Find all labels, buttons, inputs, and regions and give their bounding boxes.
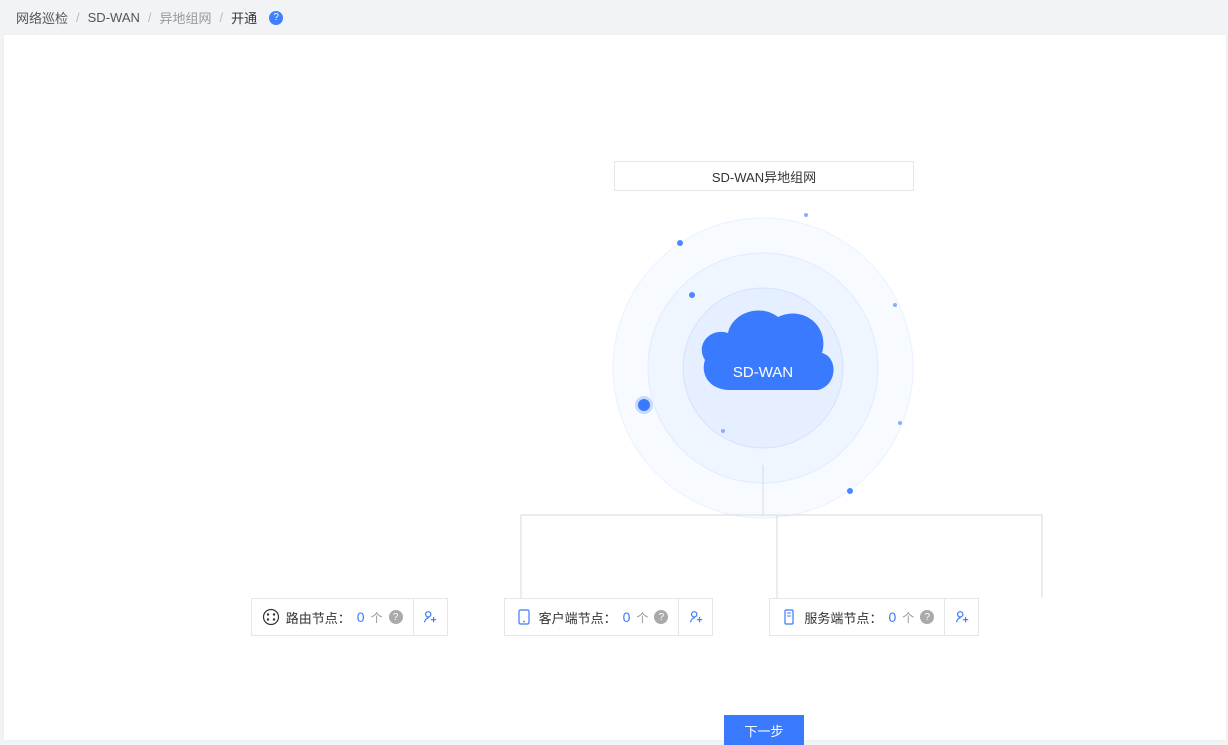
cloud-label: SD-WAN — [733, 364, 793, 381]
breadcrumb-item[interactable]: 异地组网 — [160, 8, 212, 27]
node-box-client: 客户端节点： 0 个 ? — [504, 598, 714, 636]
node-count: 0 — [357, 609, 365, 625]
node-unit: 个 — [371, 609, 383, 626]
breadcrumb: 网络巡检 / SD-WAN / 异地组网 / 开通 ? — [0, 0, 1228, 35]
help-icon[interactable]: ? — [269, 11, 283, 25]
next-button[interactable]: 下一步 — [724, 715, 804, 745]
node-unit: 个 — [636, 609, 648, 626]
breadcrumb-item[interactable]: 网络巡检 — [16, 8, 68, 27]
node-label: 路由节点： — [286, 608, 351, 627]
node-box-router: 路由节点： 0 个 ? — [251, 598, 448, 636]
server-icon — [780, 608, 798, 626]
client-icon — [515, 608, 533, 626]
node-count: 0 — [623, 609, 631, 625]
breadcrumb-separator: / — [76, 10, 80, 25]
add-node-button[interactable] — [413, 599, 447, 635]
title-box: SD-WAN异地组网 — [614, 161, 914, 191]
add-node-button[interactable] — [944, 599, 978, 635]
main-panel: SD-WAN异地组网 SD-WAN — [4, 35, 1226, 740]
node-count: 0 — [888, 609, 896, 625]
breadcrumb-separator: / — [148, 10, 152, 25]
add-node-button[interactable] — [678, 599, 712, 635]
nodes-row: 路由节点： 0 个 ? 客户端节点： 0 个 ? — [4, 598, 1226, 636]
breadcrumb-item[interactable]: SD-WAN — [88, 10, 140, 25]
cloud-graphic: SD-WAN — [600, 205, 926, 531]
node-label: 客户端节点： — [539, 608, 617, 627]
question-icon[interactable]: ? — [654, 610, 668, 624]
node-box-server: 服务端节点： 0 个 ? — [769, 598, 979, 636]
question-icon[interactable]: ? — [920, 610, 934, 624]
node-unit: 个 — [902, 609, 914, 626]
question-icon[interactable]: ? — [389, 610, 403, 624]
breadcrumb-item-current: 开通 — [231, 8, 257, 27]
node-label: 服务端节点： — [804, 608, 882, 627]
router-icon — [262, 608, 280, 626]
connector-lines — [4, 35, 1226, 675]
breadcrumb-separator: / — [220, 10, 224, 25]
